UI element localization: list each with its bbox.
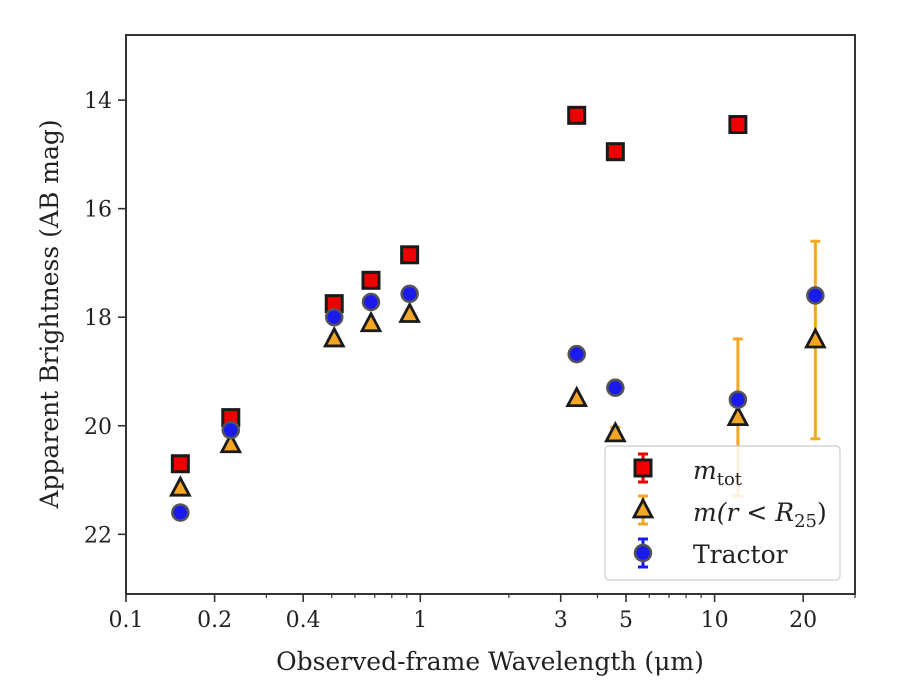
mtot-point <box>361 270 381 290</box>
mr25-point <box>322 325 346 348</box>
x-tick-label: 1 <box>413 608 427 633</box>
legend-label-mtot: mtot <box>693 456 743 490</box>
x-tick-label: 10 <box>701 608 729 633</box>
y-tick-label: 14 <box>84 89 112 114</box>
data-marks <box>169 105 827 522</box>
y-axis-label: Apparent Brightness (AB mag) <box>35 119 64 509</box>
series-mr25 <box>169 239 827 498</box>
mtot-point <box>170 454 190 474</box>
tractor-point <box>361 292 381 312</box>
mtot-point <box>567 105 587 125</box>
legend-label-tractor: Tractor <box>693 540 788 569</box>
y-tick-label: 22 <box>84 523 112 548</box>
legend-marker-mr25 <box>631 497 655 519</box>
legend-label-mr25: m(r < R25) <box>693 498 827 532</box>
tractor-point <box>806 286 825 305</box>
x-tick-label: 0.1 <box>109 608 144 633</box>
plot-frame <box>125 34 856 595</box>
tractor-point <box>324 307 344 327</box>
mtot-point <box>605 142 625 162</box>
mr25-point <box>726 404 750 427</box>
mr25-point <box>565 385 589 408</box>
mr25-point <box>398 301 421 323</box>
x-axis-label: Observed-frame Wavelength (μm) <box>276 647 704 676</box>
series-tractor <box>171 284 825 522</box>
tractor-point <box>728 390 748 409</box>
mtot-point <box>400 245 420 265</box>
x-tick-label: 0.4 <box>286 608 321 633</box>
legend-markers <box>631 452 655 569</box>
series-mtot <box>170 105 748 474</box>
x-tick-label: 3 <box>554 608 568 633</box>
x-tick-label: 20 <box>789 608 817 633</box>
legend-box <box>604 445 841 581</box>
mr25-point <box>804 327 827 349</box>
mr25-point <box>219 431 243 454</box>
legend-mtot-sub: tot <box>717 469 743 490</box>
tractor-point <box>171 503 190 522</box>
legend-marker-mtot <box>633 458 653 478</box>
mr25-point <box>169 475 192 497</box>
legend-mr25-sub: 25 <box>794 511 817 532</box>
legend-marker-tractor <box>633 543 653 563</box>
tractor-point <box>567 344 586 364</box>
legend-mr25-tail: ) <box>817 498 827 527</box>
tractor-point <box>221 420 241 440</box>
legend-mtot-main: m <box>693 456 717 485</box>
y-tick-label: 20 <box>84 415 112 440</box>
y-tick-label: 16 <box>84 198 112 223</box>
x-tick-label: 5 <box>619 608 633 633</box>
y-tick-label: 18 <box>84 306 112 331</box>
tractor-point <box>400 284 419 304</box>
tractor-point <box>606 378 625 398</box>
x-tick-label: 0.2 <box>197 608 232 633</box>
axis-ticks: 0.1 0.2 0.4 1 3 5 10 20 14 16 18 20 22 <box>84 89 856 633</box>
mr25-point <box>359 310 383 333</box>
mr25-point <box>604 420 627 443</box>
mtot-point <box>728 115 748 135</box>
legend: mtot m(r < R25) Tractor <box>604 445 841 581</box>
legend-mr25-main: m(r < R <box>693 498 794 527</box>
